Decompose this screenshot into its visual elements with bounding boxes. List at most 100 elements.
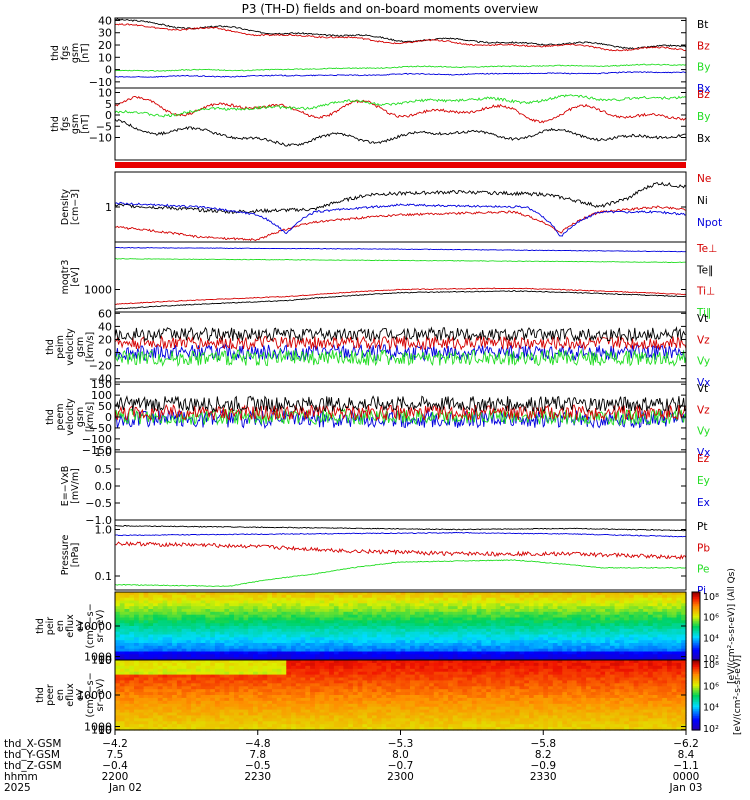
spectrogram-cell	[481, 680, 487, 684]
spectrogram-cell	[167, 626, 173, 630]
spectrogram-cell	[324, 628, 330, 633]
spectrogram-cell	[124, 671, 130, 676]
spectrogram-cell	[486, 677, 492, 681]
spectrogram-cell	[362, 654, 368, 658]
spectrogram-cell	[300, 611, 306, 616]
spectrogram-cell	[319, 697, 325, 702]
spectrogram-cell	[495, 640, 502, 644]
spectrogram-cell	[138, 686, 145, 690]
spectrogram-cell	[253, 643, 259, 647]
spectrogram-cell	[157, 697, 164, 702]
spectrogram-cell	[509, 631, 516, 636]
spectrogram-cell	[148, 662, 154, 667]
spectrogram-cell	[557, 651, 563, 655]
spectrogram-cell	[495, 637, 502, 641]
spectrogram-cell	[343, 626, 349, 630]
spectrogram-cell	[481, 634, 487, 638]
spectrogram-cell	[191, 724, 197, 728]
spectrogram-cell	[281, 654, 287, 658]
spectrogram-cell	[134, 718, 140, 722]
spectrogram-cell	[352, 671, 359, 676]
spectrogram-cell	[200, 706, 207, 711]
spectrogram-cell	[262, 651, 268, 655]
spectrogram-cell	[338, 603, 344, 607]
spectrogram-cell	[676, 592, 682, 596]
spectrogram-cell	[214, 634, 221, 638]
spectrogram-cell	[557, 640, 563, 644]
spectrogram-cell	[124, 628, 130, 633]
spectrogram-cell	[395, 594, 402, 599]
spectrogram-cell	[219, 623, 226, 627]
spectrogram-cell	[224, 677, 230, 681]
spectrogram-cell	[638, 643, 644, 647]
spectrogram-cell	[471, 611, 478, 616]
spectrogram-cell	[372, 680, 378, 684]
spectrogram-cell	[609, 631, 616, 636]
spectrogram-cell	[429, 631, 435, 636]
spectrogram-cell	[314, 709, 321, 714]
spectrogram-cell	[267, 668, 273, 673]
spectrogram-cell	[490, 640, 497, 644]
spectrogram-cell	[134, 665, 140, 670]
spectrogram-cell	[609, 648, 616, 653]
spectrogram-cell	[600, 597, 606, 602]
panel-frame	[114, 451, 687, 521]
spectrogram-cell	[295, 634, 302, 638]
spectrogram-cell	[181, 634, 187, 638]
spectrogram-cell	[386, 603, 392, 607]
spectrogram-cell	[638, 611, 644, 616]
spectrogram-cell	[262, 727, 268, 731]
spectrogram-cell	[219, 697, 226, 702]
spectrogram-cell	[357, 689, 364, 693]
spectrogram-cell	[628, 623, 635, 627]
spectrogram-cell	[400, 651, 406, 655]
spectrogram-cell	[115, 614, 121, 619]
spectrogram-cell	[333, 683, 340, 687]
spectrogram-cell	[600, 631, 606, 636]
spectrogram-cell	[457, 600, 463, 604]
spectrogram-cell	[253, 614, 259, 619]
spectrogram-cell	[153, 609, 159, 613]
spectrogram-cell	[357, 703, 364, 708]
spectrogram-cell	[319, 680, 325, 684]
spectrogram-cell	[452, 715, 459, 719]
spectrogram-cell	[476, 594, 482, 599]
spectrogram-cell	[667, 617, 673, 621]
spectrogram-cell	[433, 700, 440, 705]
spectrogram-cell	[314, 683, 321, 687]
spectrogram-cell	[376, 597, 383, 602]
spectrogram-cell	[571, 603, 578, 607]
legend-Ez: Ez	[697, 453, 710, 465]
spectrogram-cell	[590, 620, 597, 624]
spectrogram-cell	[319, 668, 325, 673]
spectrogram-cell	[124, 645, 130, 650]
spectrogram-cell	[376, 668, 383, 673]
spectrogram-cell	[433, 600, 440, 604]
spectrogram-cell	[248, 692, 254, 696]
spectrogram-cell	[181, 724, 187, 728]
spectrogram-cell	[143, 603, 149, 607]
spectrogram-cell	[467, 727, 473, 731]
spectrogram-cell	[205, 700, 211, 705]
spectrogram-cell	[134, 614, 140, 619]
spectrogram-cell	[234, 614, 240, 619]
spectrogram-cell	[433, 665, 440, 670]
y-tick-label: −100	[82, 433, 112, 446]
spectrogram-cell	[172, 645, 178, 650]
spectrogram-cell	[333, 709, 340, 714]
spectrogram-cell	[253, 662, 259, 667]
spectrogram-cell	[628, 614, 635, 619]
spectrogram-cell	[214, 643, 221, 647]
spectrogram-cell	[243, 623, 249, 627]
spectrogram-cell	[200, 631, 207, 636]
spectrogram-cell	[619, 592, 625, 596]
spectrogram-cell	[253, 671, 259, 676]
spectrogram-cell	[333, 662, 340, 667]
spectrogram-cell	[167, 651, 173, 655]
y-axis-label: Pressure [nPa]	[60, 535, 81, 576]
spectrogram-cell	[257, 634, 264, 638]
spectrogram-cell	[129, 628, 135, 633]
spectrogram-cell	[681, 597, 687, 602]
spectrogram-cell	[367, 623, 373, 627]
spectrogram-cell	[628, 651, 635, 655]
